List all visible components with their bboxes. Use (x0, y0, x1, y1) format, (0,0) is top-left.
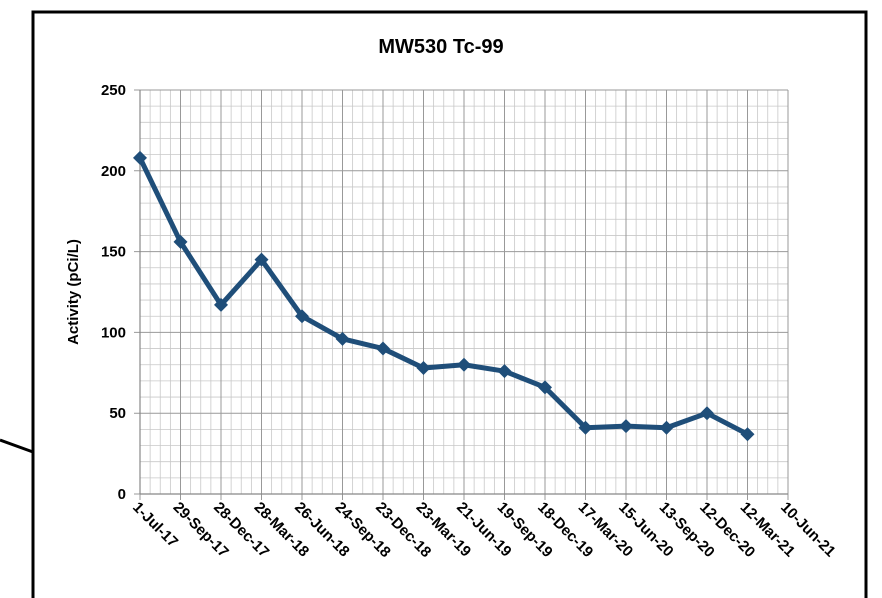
data-point (538, 380, 552, 395)
data-point (335, 331, 350, 346)
data-point (254, 252, 269, 267)
data-point (214, 297, 228, 312)
data-point (619, 419, 633, 434)
data-point (497, 364, 512, 379)
data-point (457, 357, 471, 372)
series-line (137, 156, 749, 437)
data-point (295, 309, 309, 324)
connector-line (0, 438, 34, 454)
data-point (416, 360, 431, 375)
data-point (578, 420, 593, 435)
y-axis-label: Activity (pCi/L) (65, 239, 82, 345)
y-tick-label: 250 (101, 82, 126, 99)
data-point (700, 406, 714, 421)
chart-title: MW530 Tc-99 (378, 36, 503, 58)
data-point (133, 150, 147, 165)
y-tick-label: 50 (109, 405, 126, 422)
data-point (740, 427, 755, 442)
y-tick-label: 100 (101, 324, 126, 341)
y-tick-label: 200 (101, 163, 126, 180)
data-point (659, 420, 674, 435)
y-tick-label: 0 (118, 486, 126, 503)
data-point (376, 341, 390, 356)
y-tick-label: 150 (101, 244, 126, 261)
data-point (173, 234, 188, 249)
